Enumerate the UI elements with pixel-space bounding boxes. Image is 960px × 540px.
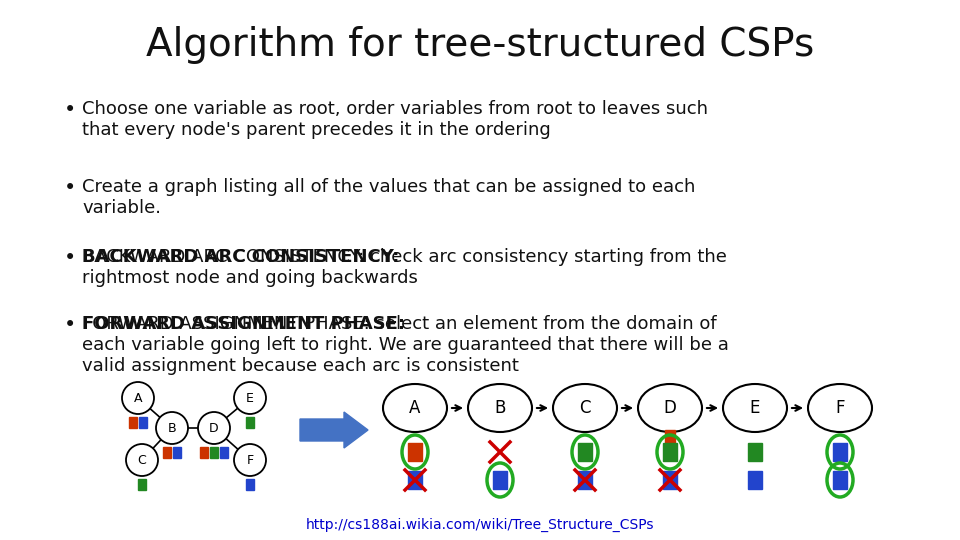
Bar [408,471,422,489]
Text: A: A [133,392,142,404]
Circle shape [126,444,158,476]
Ellipse shape [468,384,532,432]
Circle shape [234,444,266,476]
Text: C: C [137,454,146,467]
Bar [246,478,254,489]
Text: BACKWARD ARC CONSISTENCY:: BACKWARD ARC CONSISTENCY: [82,248,399,266]
Text: D: D [209,422,219,435]
Ellipse shape [808,384,872,432]
Bar [748,471,762,489]
Text: F: F [247,454,253,467]
Bar [139,416,147,428]
Text: •: • [64,100,76,120]
FancyArrow shape [300,412,368,448]
Bar [833,471,847,489]
Bar [173,447,181,457]
Text: C: C [579,399,590,417]
Circle shape [156,412,188,444]
Bar [578,443,592,461]
Bar [138,478,146,489]
Text: F: F [835,399,845,417]
Circle shape [122,382,154,414]
Bar [578,471,592,489]
Ellipse shape [383,384,447,432]
Text: A: A [409,399,420,417]
Bar [663,443,677,461]
Circle shape [198,412,230,444]
Ellipse shape [638,384,702,432]
Bar [163,447,171,457]
Text: BACKWARD ARC CONSISTENCY: check arc consistency starting from the
rightmost node: BACKWARD ARC CONSISTENCY: check arc cons… [82,248,727,287]
Bar [129,416,137,428]
Text: http://cs188ai.wikia.com/wiki/Tree_Structure_CSPs: http://cs188ai.wikia.com/wiki/Tree_Struc… [305,518,655,532]
Bar [663,471,677,489]
Ellipse shape [723,384,787,432]
Text: Create a graph listing all of the values that can be assigned to each
variable.: Create a graph listing all of the values… [82,178,695,217]
Bar [220,447,228,457]
Bar [408,443,422,461]
Text: Algorithm for tree-structured CSPs: Algorithm for tree-structured CSPs [146,26,814,64]
Bar [210,447,218,457]
Bar [246,416,254,428]
Text: •: • [64,248,76,268]
Text: •: • [64,315,76,335]
Ellipse shape [553,384,617,432]
Text: Choose one variable as root, order variables from root to leaves such
that every: Choose one variable as root, order varia… [82,100,708,139]
Bar [493,471,507,489]
Bar [833,443,847,461]
Text: B: B [494,399,506,417]
Circle shape [234,382,266,414]
Text: FORWARD ASSIGNMENT PHASE: select an element from the domain of
each variable goi: FORWARD ASSIGNMENT PHASE: select an elem… [82,315,729,375]
Bar [665,430,675,446]
Text: E: E [246,392,254,404]
Bar [200,447,208,457]
Text: E: E [750,399,760,417]
Text: •: • [64,178,76,198]
Bar [748,443,762,461]
Text: B: B [168,422,177,435]
Text: D: D [663,399,677,417]
Text: FORWARD ASSIGNMENT PHASE:: FORWARD ASSIGNMENT PHASE: [82,315,405,333]
